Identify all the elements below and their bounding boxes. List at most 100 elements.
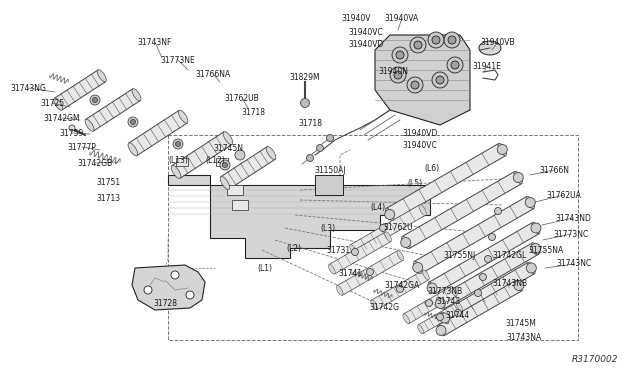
Circle shape (90, 95, 100, 105)
Ellipse shape (456, 302, 463, 311)
Ellipse shape (401, 236, 410, 249)
Text: 31766N: 31766N (539, 166, 569, 174)
Ellipse shape (532, 243, 540, 254)
Circle shape (69, 125, 75, 131)
Circle shape (435, 298, 445, 308)
Text: (L2): (L2) (287, 244, 301, 253)
Text: 31742GA: 31742GA (385, 280, 420, 289)
Circle shape (531, 244, 541, 253)
Ellipse shape (498, 143, 506, 156)
Circle shape (307, 154, 314, 161)
Text: 31777P: 31777P (68, 142, 97, 151)
Text: 31743NC: 31743NC (556, 260, 591, 269)
Polygon shape (438, 280, 522, 336)
Polygon shape (414, 196, 534, 273)
Text: 31745N: 31745N (213, 144, 243, 153)
Ellipse shape (428, 282, 436, 294)
Text: 31743: 31743 (437, 298, 461, 307)
Polygon shape (429, 222, 540, 294)
Ellipse shape (266, 147, 276, 160)
Text: 31742GB: 31742GB (77, 158, 113, 167)
Circle shape (407, 77, 423, 93)
Ellipse shape (451, 286, 457, 296)
Text: 31762U: 31762U (383, 222, 413, 231)
Circle shape (401, 237, 411, 247)
Ellipse shape (97, 70, 106, 82)
Circle shape (220, 160, 230, 170)
Circle shape (411, 81, 419, 89)
Circle shape (432, 72, 448, 88)
Circle shape (495, 208, 502, 215)
Ellipse shape (514, 171, 522, 184)
Ellipse shape (223, 132, 233, 145)
Circle shape (173, 139, 183, 149)
Ellipse shape (419, 205, 426, 215)
Circle shape (367, 269, 374, 276)
Text: 31742GL: 31742GL (493, 251, 527, 260)
Circle shape (301, 99, 310, 108)
Circle shape (436, 76, 444, 84)
Text: (L3): (L3) (321, 224, 335, 232)
Polygon shape (337, 251, 403, 295)
Text: 31940V: 31940V (341, 13, 371, 22)
Circle shape (474, 289, 481, 296)
Bar (216, 158, 228, 166)
Ellipse shape (220, 176, 230, 189)
Circle shape (385, 209, 395, 219)
Circle shape (526, 263, 536, 273)
Circle shape (451, 61, 459, 69)
Circle shape (428, 32, 444, 48)
Text: 31743NF: 31743NF (138, 38, 172, 46)
Circle shape (436, 326, 446, 336)
Text: (L6): (L6) (424, 164, 440, 173)
Bar (315, 175, 343, 195)
Polygon shape (350, 205, 426, 255)
Circle shape (144, 286, 152, 294)
Text: 31762UB: 31762UB (225, 93, 259, 103)
Ellipse shape (441, 312, 449, 324)
Circle shape (410, 37, 426, 53)
Text: 31713: 31713 (96, 193, 120, 202)
Text: (L12): (L12) (205, 155, 225, 164)
Ellipse shape (337, 286, 343, 295)
Text: (L1): (L1) (257, 263, 273, 273)
Ellipse shape (128, 143, 138, 156)
Ellipse shape (179, 110, 188, 123)
Ellipse shape (532, 222, 540, 234)
Ellipse shape (515, 280, 523, 291)
Polygon shape (375, 35, 470, 125)
Circle shape (525, 198, 535, 208)
Circle shape (448, 36, 456, 44)
Text: 31940N: 31940N (378, 67, 408, 76)
Text: 31744: 31744 (446, 311, 470, 321)
Circle shape (426, 299, 433, 307)
Circle shape (396, 51, 404, 59)
Text: 31150AJ: 31150AJ (314, 166, 346, 174)
Polygon shape (54, 70, 106, 110)
Circle shape (444, 32, 460, 48)
Polygon shape (437, 243, 539, 309)
Ellipse shape (417, 325, 424, 334)
Text: 31773NC: 31773NC (554, 230, 589, 238)
Polygon shape (129, 110, 188, 155)
Circle shape (186, 291, 194, 299)
Ellipse shape (403, 314, 410, 324)
Circle shape (436, 314, 444, 321)
Polygon shape (329, 232, 391, 274)
Ellipse shape (328, 264, 335, 274)
Ellipse shape (397, 251, 404, 260)
Circle shape (380, 224, 387, 231)
Text: 31829M: 31829M (290, 73, 320, 81)
Circle shape (175, 141, 180, 147)
Ellipse shape (526, 196, 534, 209)
Ellipse shape (422, 270, 429, 280)
Circle shape (397, 285, 403, 292)
Text: 31940VB: 31940VB (481, 38, 515, 46)
Text: 31755NJ: 31755NJ (444, 251, 476, 260)
Circle shape (484, 256, 492, 263)
Circle shape (427, 283, 437, 293)
Text: 31766NA: 31766NA (195, 70, 230, 78)
Ellipse shape (54, 98, 63, 110)
Circle shape (413, 263, 422, 273)
Ellipse shape (385, 208, 394, 221)
